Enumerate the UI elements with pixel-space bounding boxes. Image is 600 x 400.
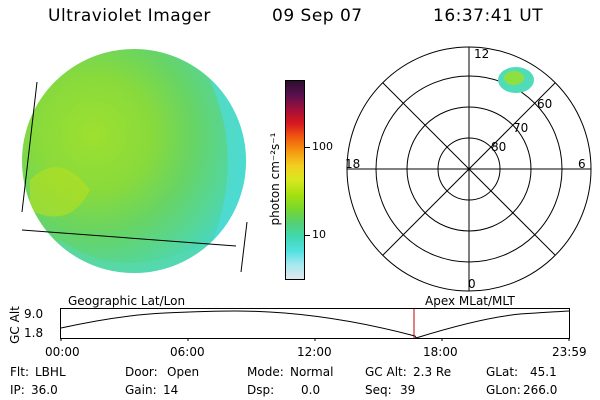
colorbar-tick-mark-100 bbox=[305, 147, 310, 148]
colorbar bbox=[285, 80, 305, 280]
terminator-line bbox=[21, 229, 237, 247]
glon-value: 266.0 bbox=[523, 383, 558, 397]
timeline-y-tick-top: 9.0 bbox=[24, 307, 44, 321]
earth-disk-image bbox=[21, 49, 248, 273]
disk-body bbox=[22, 49, 246, 273]
lat-label-80: 80 bbox=[491, 140, 507, 154]
observation-time: 16:37:41 UT bbox=[433, 6, 544, 26]
gcalt-label: GC Alt: bbox=[365, 365, 407, 379]
timeline-y-tick-bottom: 1.8 bbox=[24, 326, 44, 340]
colorbar-gradient bbox=[286, 81, 304, 279]
gcalt-value: 2.3 Re bbox=[413, 365, 452, 379]
observation-date: 09 Sep 07 bbox=[272, 6, 363, 26]
x-tick-1800: 18:00 bbox=[423, 345, 458, 359]
colorbar-tick-10: 10 bbox=[312, 228, 326, 241]
ip-label: IP: bbox=[10, 383, 25, 397]
altitude-curve bbox=[60, 310, 570, 339]
mlt-label-18: 18 bbox=[345, 157, 361, 171]
door-label: Door: bbox=[125, 365, 158, 379]
lat-label-70: 70 bbox=[513, 121, 529, 135]
ip-value: 36.0 bbox=[31, 383, 58, 397]
dsp-label: Dsp: bbox=[247, 383, 275, 397]
colorbar-tick-100: 100 bbox=[312, 140, 333, 153]
lat-label-60: 60 bbox=[537, 97, 553, 111]
timeline-right-label: Apex MLat/MLT bbox=[425, 294, 515, 308]
gain-label: Gain: bbox=[125, 383, 157, 397]
dsp-value: 0.0 bbox=[301, 383, 321, 397]
timeline-y-axis-label: GC Alt bbox=[8, 306, 22, 344]
door-value: Open bbox=[167, 365, 200, 379]
instrument-title: Ultraviolet Imager bbox=[48, 6, 211, 26]
auroral-emission-core bbox=[504, 71, 524, 85]
timeline-left-label: Geographic Lat/Lon bbox=[68, 294, 186, 308]
glon-label: GLon: bbox=[486, 383, 521, 397]
colorbar-tick-mark-10 bbox=[305, 235, 310, 236]
glat-label: GLat: bbox=[486, 365, 519, 379]
mlt-label-12: 12 bbox=[474, 47, 490, 61]
altitude-timeline-plot bbox=[60, 308, 570, 341]
polar-diagonal-2 bbox=[382, 82, 556, 256]
flt-label: Flt: bbox=[10, 365, 29, 379]
x-tick-0600: 06:00 bbox=[170, 345, 205, 359]
mode-value: Normal bbox=[290, 365, 334, 379]
limb-marker-right bbox=[240, 221, 248, 273]
timeline-frame bbox=[60, 308, 570, 339]
x-tick-2359: 23:59 bbox=[552, 345, 587, 359]
limb-marker-left bbox=[21, 81, 38, 213]
disk-bright-patch bbox=[30, 167, 90, 217]
flt-value: LBHL bbox=[35, 365, 66, 379]
disk-bottom-region bbox=[40, 230, 246, 273]
colorbar-unit-label: photon cm⁻²s⁻¹ bbox=[268, 132, 282, 226]
polar-plot bbox=[346, 46, 592, 292]
mode-label: Mode: bbox=[247, 365, 284, 379]
seq-value: 39 bbox=[400, 383, 416, 397]
x-tick-1200: 12:00 bbox=[297, 345, 332, 359]
gain-value: 14 bbox=[163, 383, 179, 397]
seq-label: Seq: bbox=[365, 383, 392, 397]
timeline-x-ticks bbox=[60, 338, 570, 341]
glat-value: 45.1 bbox=[530, 365, 557, 379]
mlt-label-6: 6 bbox=[578, 157, 586, 171]
mlt-label-0: 0 bbox=[468, 277, 476, 291]
x-tick-0000: 00:00 bbox=[45, 345, 80, 359]
